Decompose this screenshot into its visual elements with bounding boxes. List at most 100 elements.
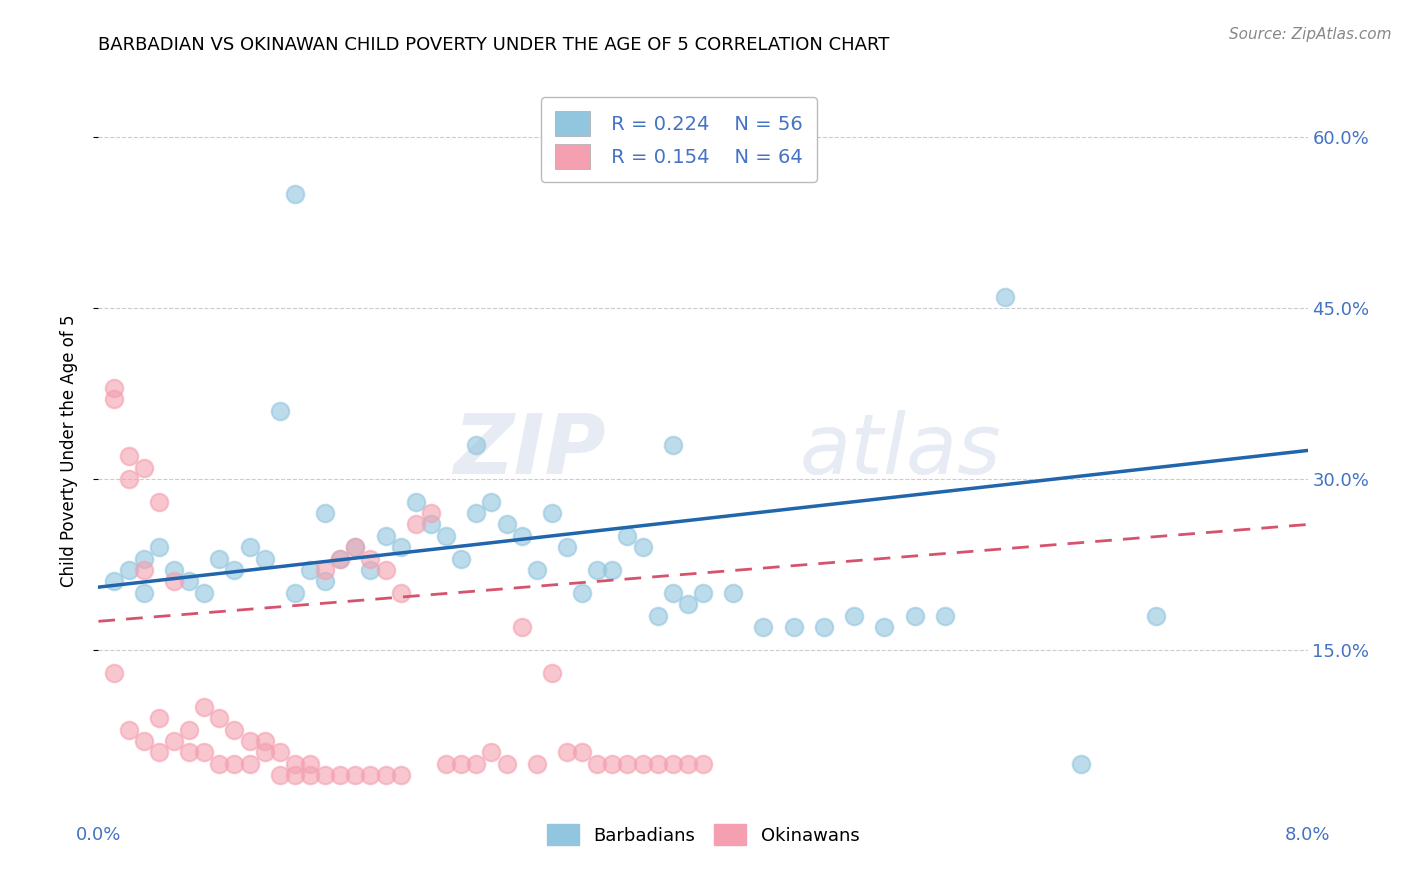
Point [692,756,714,771]
Point [434,756,457,771]
Point [374,563,396,577]
Point [224,756,246,771]
Point [692,586,714,600]
Point [450,551,472,566]
Point [465,756,488,771]
Point [526,756,548,771]
Point [647,756,669,771]
Point [571,745,593,759]
Point [374,768,396,782]
Point [103,665,125,680]
Point [994,290,1017,304]
Point [586,756,609,771]
Point [179,574,201,589]
Point [661,438,683,452]
Legend: Barbadians, Okinawans: Barbadians, Okinawans [540,817,866,853]
Point [208,756,231,771]
Point [269,403,291,417]
Point [450,756,472,771]
Point [510,529,533,543]
Point [389,586,412,600]
Point [344,768,367,782]
Point [602,563,624,577]
Point [163,574,186,589]
Point [208,711,231,725]
Point [752,620,775,634]
Point [163,734,186,748]
Point [374,529,396,543]
Point [148,711,170,725]
Point [269,768,291,782]
Point [284,768,307,782]
Point [239,756,262,771]
Point [676,756,699,771]
Point [434,529,457,543]
Point [179,745,201,759]
Point [495,756,517,771]
Point [495,517,517,532]
Point [360,768,382,782]
Point [344,541,367,555]
Point [723,586,745,600]
Point [193,586,215,600]
Point [103,392,125,407]
Point [253,734,276,748]
Point [1146,608,1168,623]
Point [481,745,503,759]
Text: Source: ZipAtlas.com: Source: ZipAtlas.com [1229,27,1392,42]
Point [253,745,276,759]
Point [132,563,155,577]
Point [405,517,427,532]
Point [555,745,578,759]
Point [132,586,155,600]
Point [193,699,215,714]
Point [631,756,654,771]
Point [602,756,624,771]
Point [118,563,141,577]
Point [526,563,548,577]
Point [163,563,186,577]
Point [132,734,155,748]
Point [481,494,503,508]
Point [224,723,246,737]
Point [420,506,443,520]
Point [389,768,412,782]
Point [314,574,336,589]
Point [118,723,141,737]
Point [314,506,336,520]
Point [299,563,322,577]
Point [360,563,382,577]
Y-axis label: Child Poverty Under the Age of 5: Child Poverty Under the Age of 5 [59,314,77,587]
Point [148,541,170,555]
Text: BARBADIAN VS OKINAWAN CHILD POVERTY UNDER THE AGE OF 5 CORRELATION CHART: BARBADIAN VS OKINAWAN CHILD POVERTY UNDE… [98,36,890,54]
Point [631,541,654,555]
Point [224,563,246,577]
Point [299,756,322,771]
Point [873,620,896,634]
Point [103,574,125,589]
Point [661,756,683,771]
Point [193,745,215,759]
Point [148,745,170,759]
Point [1070,756,1092,771]
Point [661,586,683,600]
Point [118,472,141,486]
Point [616,529,638,543]
Point [148,494,170,508]
Point [118,449,141,463]
Point [510,620,533,634]
Point [284,756,307,771]
Point [179,723,201,737]
Point [904,608,927,623]
Point [314,563,336,577]
Point [555,541,578,555]
Point [783,620,806,634]
Point [647,608,669,623]
Point [813,620,835,634]
Point [269,745,291,759]
Point [103,381,125,395]
Point [132,551,155,566]
Point [132,460,155,475]
Point [586,563,609,577]
Point [616,756,638,771]
